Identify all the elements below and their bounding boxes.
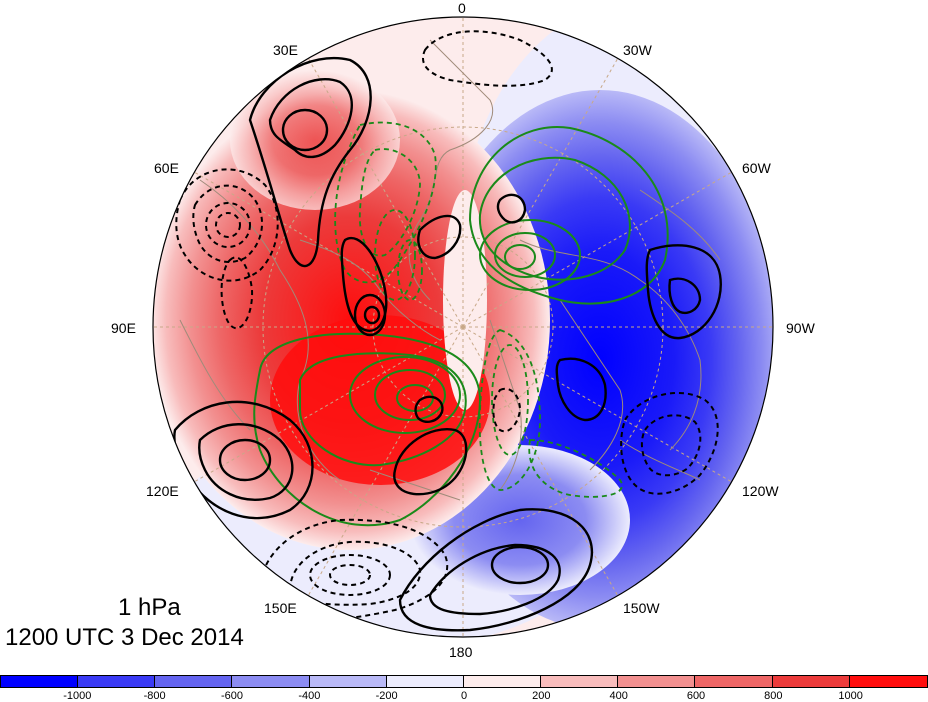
lon-label-30e: 30E — [273, 42, 298, 58]
colorbar-bin — [232, 676, 310, 687]
lon-label-90w: 90W — [786, 320, 815, 336]
colorbar-bin — [309, 676, 387, 687]
lon-label-120e: 120E — [146, 483, 179, 499]
colorbar-bin — [618, 676, 696, 687]
lon-label-90e: 90E — [111, 320, 136, 336]
colorbar-tick-label: 200 — [532, 690, 551, 702]
colorbar-tick-label: 1000 — [838, 690, 863, 702]
lon-label-180: 180 — [449, 644, 473, 660]
colorbar-tick-label: -200 — [375, 690, 398, 702]
colorbar-bin — [386, 676, 464, 687]
colorbar-tick-label: -800 — [143, 690, 166, 702]
colorbar-bin — [541, 676, 619, 687]
colorbar-bin — [155, 676, 233, 687]
map-boundary — [152, 16, 774, 638]
colorbar-bin — [772, 676, 850, 687]
lon-label-120w: 120W — [742, 483, 779, 499]
colorbar-tick-label: -600 — [220, 690, 244, 702]
colorbar-bin — [463, 676, 542, 687]
green-contours — [253, 126, 669, 527]
colorbar-tick-label: -400 — [298, 690, 321, 702]
colorbar-bin — [1, 676, 79, 687]
lon-label-0: 0 — [458, 0, 466, 16]
colorbar-bin — [695, 676, 773, 687]
colorbar-tick-label: 0 — [460, 690, 468, 702]
caption-level: 1 hPa — [118, 594, 181, 621]
black-dashed-contours — [175, 30, 719, 622]
green-dashed-contours — [334, 121, 623, 498]
lon-label-60w: 60W — [742, 160, 771, 176]
colorbar-tick-label: 400 — [609, 690, 628, 702]
lon-label-30w: 30W — [623, 42, 652, 58]
lon-label-150w: 150W — [623, 600, 660, 616]
caption-time: 1200 UTC 3 Dec 2014 — [5, 624, 244, 651]
colorbar — [0, 675, 928, 688]
colorbar-bin — [849, 676, 927, 687]
lon-label-60e: 60E — [154, 160, 179, 176]
colorbar-tick-label: 600 — [686, 690, 706, 702]
lon-label-150e: 150E — [264, 600, 297, 616]
colorbar-tick-label: 800 — [764, 690, 783, 702]
colorbar-tick-label: -1000 — [63, 690, 92, 702]
colorbar-bin — [78, 676, 156, 687]
